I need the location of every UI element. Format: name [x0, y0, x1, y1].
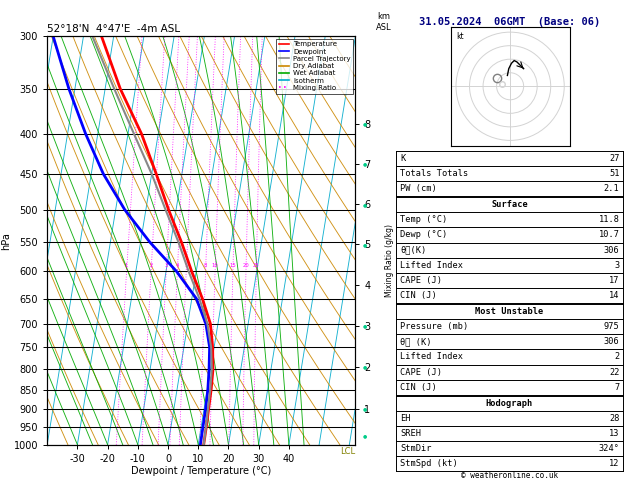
Text: Hodograph: Hodograph [486, 399, 533, 408]
Text: ●: ● [363, 161, 367, 167]
Text: 22: 22 [609, 367, 620, 377]
Y-axis label: hPa: hPa [1, 232, 11, 249]
Text: Most Unstable: Most Unstable [476, 307, 543, 316]
Text: CIN (J): CIN (J) [400, 291, 437, 300]
Text: θᴇ(K): θᴇ(K) [400, 245, 426, 255]
Text: ●: ● [363, 242, 367, 247]
Text: 3: 3 [165, 263, 168, 268]
Text: CAPE (J): CAPE (J) [400, 367, 442, 377]
Text: Mixing Ratio (g/kg): Mixing Ratio (g/kg) [386, 225, 394, 297]
Text: 11.8: 11.8 [599, 215, 620, 225]
Text: 2.1: 2.1 [604, 184, 620, 193]
Text: 51: 51 [609, 169, 620, 178]
Text: 20: 20 [243, 263, 249, 268]
Text: 324°: 324° [599, 444, 620, 453]
Text: 15: 15 [230, 263, 237, 268]
Text: CIN (J): CIN (J) [400, 382, 437, 392]
Text: 2: 2 [149, 263, 153, 268]
Text: 306: 306 [604, 245, 620, 255]
Text: 31.05.2024  06GMT  (Base: 06): 31.05.2024 06GMT (Base: 06) [419, 17, 600, 27]
Text: 12: 12 [609, 459, 620, 469]
Legend: Temperature, Dewpoint, Parcel Trajectory, Dry Adiabat, Wet Adiabat, Isotherm, Mi: Temperature, Dewpoint, Parcel Trajectory… [276, 38, 353, 94]
Text: ●: ● [363, 324, 367, 329]
Text: Lifted Index: Lifted Index [400, 352, 463, 362]
Text: © weatheronline.co.uk: © weatheronline.co.uk [461, 471, 558, 480]
Text: LCL: LCL [340, 447, 355, 456]
Text: EH: EH [400, 414, 411, 423]
Text: km
ASL: km ASL [376, 12, 391, 32]
Text: 1: 1 [125, 263, 128, 268]
Text: θᴇ (K): θᴇ (K) [400, 337, 431, 347]
Text: 5: 5 [184, 263, 188, 268]
Text: ●: ● [363, 364, 367, 369]
Text: ●: ● [363, 121, 367, 126]
Text: 7: 7 [615, 382, 620, 392]
Text: 3: 3 [615, 260, 620, 270]
Text: ●: ● [363, 434, 367, 438]
Text: Pressure (mb): Pressure (mb) [400, 322, 469, 331]
Text: 2: 2 [615, 352, 620, 362]
Text: Totals Totals: Totals Totals [400, 169, 469, 178]
Text: 8: 8 [204, 263, 207, 268]
Text: PW (cm): PW (cm) [400, 184, 437, 193]
Text: 10.7: 10.7 [599, 230, 620, 240]
Text: StmDir: StmDir [400, 444, 431, 453]
Text: 13: 13 [609, 429, 620, 438]
Text: ●: ● [363, 202, 367, 207]
Text: 17: 17 [609, 276, 620, 285]
Text: CAPE (J): CAPE (J) [400, 276, 442, 285]
Text: kt: kt [456, 32, 464, 41]
Text: Temp (°C): Temp (°C) [400, 215, 447, 225]
Text: 975: 975 [604, 322, 620, 331]
Text: SREH: SREH [400, 429, 421, 438]
Text: Dewp (°C): Dewp (°C) [400, 230, 447, 240]
Text: 25: 25 [253, 263, 260, 268]
Text: 4: 4 [175, 263, 179, 268]
Text: 27: 27 [609, 154, 620, 163]
Text: 28: 28 [609, 414, 620, 423]
Text: 14: 14 [609, 291, 620, 300]
Text: ●: ● [363, 406, 367, 412]
Text: Surface: Surface [491, 200, 528, 209]
Text: 10: 10 [212, 263, 218, 268]
Text: 52°18'N  4°47'E  -4m ASL: 52°18'N 4°47'E -4m ASL [47, 24, 181, 35]
X-axis label: Dewpoint / Temperature (°C): Dewpoint / Temperature (°C) [131, 467, 271, 476]
Text: Lifted Index: Lifted Index [400, 260, 463, 270]
Text: 306: 306 [604, 337, 620, 347]
Text: StmSpd (kt): StmSpd (kt) [400, 459, 458, 469]
Text: K: K [400, 154, 405, 163]
